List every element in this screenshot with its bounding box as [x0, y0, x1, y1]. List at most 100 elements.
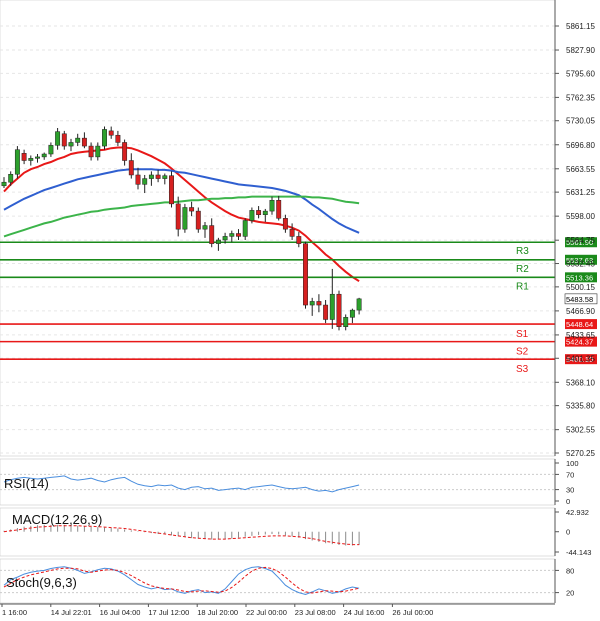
candle-body [209, 225, 215, 244]
candle-body [162, 175, 168, 179]
level-price-label: 5424.37 [566, 338, 593, 347]
level-price-box [565, 272, 597, 283]
candle-body [289, 228, 295, 237]
candle-body [236, 233, 241, 237]
time-axis: 1 16:00 14 Jul 22:01 16 Jul 04:00 17 Jul 12… [0, 603, 555, 617]
price-axis: 5861.15 5827.90 5795.60 5762.35 5730.05 5696.… [554, 0, 598, 458]
candle-body [349, 309, 355, 318]
candle-body [88, 145, 94, 158]
level-price-box [565, 319, 597, 330]
time-tick-label: 1 16:00 [2, 608, 27, 617]
price-tick-label: 5368.10 [566, 378, 595, 387]
candle-body [329, 293, 335, 320]
price-tick-label: 5564.75 [566, 236, 595, 245]
current-price-box [564, 293, 598, 305]
level-name-s2: S2 [516, 347, 529, 358]
level-price-box [565, 354, 597, 365]
rsi-tick-label: 0 [566, 497, 570, 506]
rsi-axis: 100 70 30 0 [555, 459, 579, 506]
price-tick-label: 5631.25 [566, 188, 595, 197]
candle-body [35, 156, 40, 159]
candle-body [21, 153, 27, 161]
candle-body [182, 207, 188, 230]
candle-body [262, 210, 268, 215]
moving-average-line-1 [3, 146, 360, 283]
support-resistance-lines: R3 5561.90 R2 5537.63 R1 5513.36 S1 5448.64 S2 54… [0, 237, 597, 375]
level-name-r2: R2 [516, 264, 529, 275]
candle-body [222, 236, 228, 241]
macd-panel: MACD(12,26,9) 42.932 0 -44.143 [0, 507, 591, 557]
level-price-label: 5448.64 [566, 320, 593, 329]
level-price-label: 5400.10 [566, 355, 593, 364]
stoch-k-line [3, 566, 360, 596]
level-name-r3: R3 [516, 246, 529, 257]
level-name-r1: R1 [516, 281, 529, 292]
level-price-box [565, 336, 597, 347]
candle-body [229, 233, 235, 237]
stoch-tick-label: 80 [566, 566, 574, 575]
candle-body [249, 210, 255, 221]
candle-body [269, 200, 275, 212]
time-tick-label: 14 Jul 22:01 [51, 608, 92, 617]
candle-body [256, 210, 262, 215]
candle-body [108, 130, 114, 136]
candle-body [296, 236, 302, 244]
candle-body [155, 174, 161, 179]
macd-tick-label: -44.143 [566, 548, 591, 557]
time-tick-label: 17 Jul 12:00 [148, 608, 189, 617]
candle-body [343, 317, 349, 327]
current-price-label: 5483.58 [566, 295, 593, 304]
candle-body [356, 298, 362, 311]
candle-body [276, 200, 282, 219]
level-price-box [565, 237, 597, 248]
level-price-label: 5537.63 [566, 256, 593, 265]
candle-body [309, 301, 315, 306]
time-tick-label: 18 Jul 20:00 [197, 608, 238, 617]
candle-body [282, 218, 288, 230]
candle-body [75, 137, 81, 143]
price-tick-label: 5433.65 [566, 331, 595, 340]
rsi-label: RSI(14) [4, 476, 49, 491]
moving-average-line-3 [3, 195, 360, 238]
candle-body [102, 129, 107, 147]
candle-body [202, 225, 208, 230]
candle-body [8, 173, 14, 183]
candle-body [316, 301, 322, 306]
price-tick-label: 5795.60 [566, 69, 595, 78]
candle-body [189, 207, 195, 212]
time-tick-label: 24 Jul 16:00 [344, 608, 385, 617]
rsi-tick-label: 100 [566, 459, 579, 468]
price-tick-label: 5500.15 [566, 283, 595, 292]
candle-body [242, 220, 248, 237]
candle-body [142, 178, 148, 185]
time-tick-label: 23 Jul 08:00 [295, 608, 336, 617]
candle-body [28, 158, 34, 161]
price-tick-label: 5270.25 [566, 449, 595, 458]
rsi-tick-label: 70 [566, 470, 574, 479]
price-tick-label: 5663.55 [566, 165, 595, 174]
price-panel: R3 5561.90 R2 5537.63 R1 5513.36 S1 5448.64 S2 54… [0, 0, 598, 458]
macd-tick-label: 42.932 [566, 508, 589, 517]
price-tick-label: 5466.90 [566, 307, 595, 316]
candle-body [303, 243, 308, 306]
time-tick-label: 26 Jul 00:00 [392, 608, 433, 617]
candle-body [1, 181, 7, 187]
candle-body [115, 134, 121, 143]
macd-axis: 42.932 0 -44.143 [555, 508, 591, 557]
candle-body [68, 142, 74, 147]
rsi-panel: RSI(14) 100 70 30 0 [0, 458, 579, 506]
time-tick-label: 16 Jul 04:00 [100, 608, 141, 617]
price-grid [0, 25, 555, 454]
level-price-box [565, 254, 597, 265]
macd-tick-label: 0 [566, 528, 570, 537]
candle-body [95, 145, 101, 158]
macd-label: MACD(12,26,9) [12, 512, 102, 527]
candle-body [336, 293, 342, 327]
candle-body [48, 145, 54, 155]
candle-body [128, 160, 134, 176]
price-tick-label: 5762.35 [566, 93, 595, 102]
price-tick-label: 5302.55 [566, 426, 595, 435]
candle-body [55, 131, 61, 146]
level-name-s1: S1 [516, 329, 529, 340]
stoch-label: Stoch(9,6,3) [6, 575, 77, 590]
